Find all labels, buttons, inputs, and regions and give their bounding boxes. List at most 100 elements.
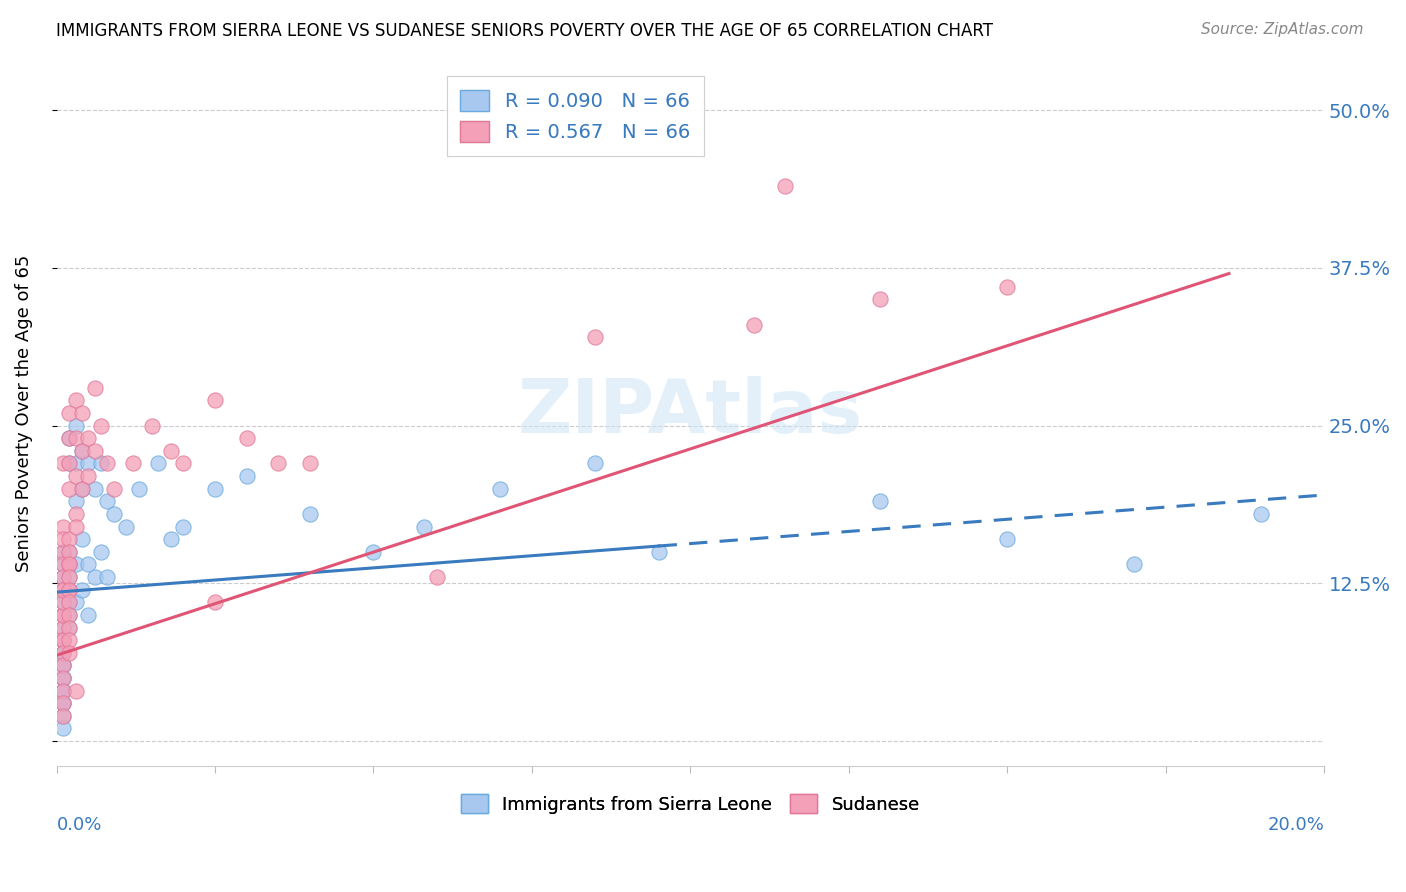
Point — [52, 658, 75, 673]
Text: 0.0%: 0.0% — [56, 816, 103, 834]
Point — [204, 393, 226, 408]
Point — [52, 620, 75, 634]
Point — [58, 545, 80, 559]
Point — [172, 457, 194, 471]
Point — [583, 330, 606, 344]
Text: Source: ZipAtlas.com: Source: ZipAtlas.com — [1201, 22, 1364, 37]
Point — [58, 431, 80, 445]
Point — [96, 457, 118, 471]
Point — [141, 418, 163, 433]
Legend: R = 0.090   N = 66, R = 0.567   N = 66: R = 0.090 N = 66, R = 0.567 N = 66 — [447, 77, 704, 156]
Point — [96, 494, 118, 508]
Point — [267, 457, 290, 471]
Point — [52, 696, 75, 710]
Point — [52, 683, 75, 698]
Point — [58, 620, 80, 634]
Point — [52, 545, 75, 559]
Point — [128, 482, 150, 496]
Point — [52, 658, 75, 673]
Point — [52, 607, 75, 622]
Point — [58, 457, 80, 471]
Point — [83, 570, 105, 584]
Point — [52, 683, 75, 698]
Point — [65, 457, 87, 471]
Point — [103, 482, 125, 496]
Point — [70, 443, 93, 458]
Point — [58, 558, 80, 572]
Point — [52, 633, 75, 648]
Point — [96, 570, 118, 584]
Point — [83, 381, 105, 395]
Point — [426, 570, 449, 584]
Point — [65, 558, 87, 572]
Point — [52, 607, 75, 622]
Point — [58, 570, 80, 584]
Point — [235, 469, 257, 483]
Point — [58, 558, 80, 572]
Point — [58, 558, 80, 572]
Point — [869, 494, 891, 508]
Point — [52, 595, 75, 609]
Point — [52, 582, 75, 597]
Point — [58, 595, 80, 609]
Text: 20.0%: 20.0% — [1267, 816, 1324, 834]
Point — [90, 457, 112, 471]
Point — [489, 482, 512, 496]
Point — [52, 646, 75, 660]
Point — [58, 431, 80, 445]
Point — [58, 582, 80, 597]
Point — [159, 532, 181, 546]
Point — [77, 431, 100, 445]
Point — [204, 595, 226, 609]
Point — [52, 582, 75, 597]
Point — [58, 570, 80, 584]
Point — [83, 443, 105, 458]
Point — [52, 457, 75, 471]
Point — [52, 646, 75, 660]
Point — [65, 519, 87, 533]
Point — [70, 482, 93, 496]
Point — [52, 709, 75, 723]
Point — [299, 507, 322, 521]
Point — [58, 482, 80, 496]
Point — [70, 482, 93, 496]
Point — [52, 633, 75, 648]
Point — [65, 595, 87, 609]
Point — [121, 457, 143, 471]
Point — [52, 671, 75, 685]
Point — [869, 293, 891, 307]
Point — [52, 671, 75, 685]
Point — [52, 558, 75, 572]
Point — [58, 595, 80, 609]
Point — [52, 607, 75, 622]
Point — [52, 646, 75, 660]
Point — [58, 457, 80, 471]
Point — [52, 570, 75, 584]
Point — [235, 431, 257, 445]
Point — [58, 406, 80, 420]
Point — [77, 558, 100, 572]
Point — [413, 519, 436, 533]
Point — [647, 545, 669, 559]
Point — [65, 469, 87, 483]
Point — [52, 633, 75, 648]
Point — [52, 696, 75, 710]
Point — [65, 431, 87, 445]
Point — [65, 494, 87, 508]
Point — [58, 607, 80, 622]
Point — [742, 318, 765, 332]
Point — [52, 570, 75, 584]
Point — [83, 482, 105, 496]
Point — [77, 457, 100, 471]
Point — [65, 393, 87, 408]
Point — [90, 418, 112, 433]
Point — [52, 633, 75, 648]
Point — [70, 406, 93, 420]
Point — [52, 595, 75, 609]
Point — [52, 519, 75, 533]
Point — [58, 582, 80, 597]
Point — [52, 545, 75, 559]
Point — [995, 532, 1018, 546]
Point — [1250, 507, 1272, 521]
Point — [77, 607, 100, 622]
